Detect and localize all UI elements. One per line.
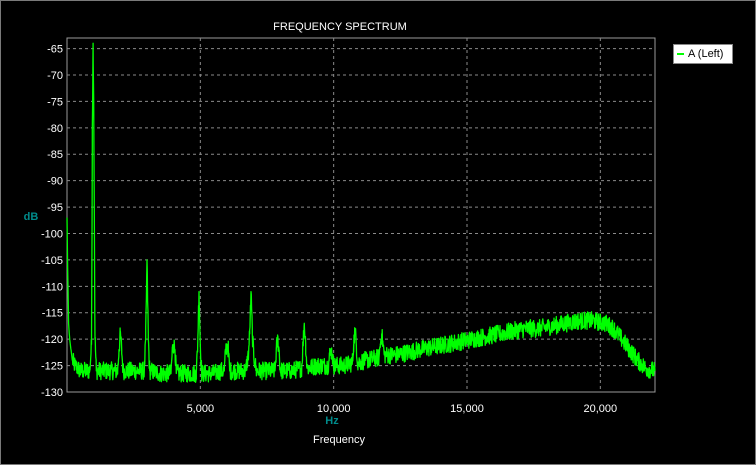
- series-line-a-left: [66, 42, 656, 383]
- x-tick-label: 15,000: [450, 403, 484, 415]
- x-axis-unit: Hz: [325, 415, 339, 427]
- y-tick-label: -125: [41, 361, 63, 373]
- legend-label-a-left: A (Left): [688, 48, 724, 60]
- y-tick-label: -90: [47, 176, 63, 188]
- y-tick-label: -85: [47, 149, 63, 161]
- y-tick-label: -105: [41, 255, 63, 267]
- y-tick-label: -115: [42, 308, 63, 320]
- x-axis-label: Frequency: [313, 434, 365, 446]
- x-tick-label: 20,000: [584, 403, 618, 415]
- chart-title: FREQUENCY SPECTRUM: [273, 21, 407, 33]
- y-tick-label: -100: [41, 228, 63, 240]
- y-tick-label: -80: [47, 123, 63, 135]
- legend: A (Left): [673, 44, 733, 64]
- y-tick-label: -120: [41, 334, 63, 346]
- y-tick-label: -95: [47, 202, 63, 214]
- x-tick-label: 5,000: [187, 403, 215, 415]
- x-tick-label: 10,000: [317, 403, 351, 415]
- y-tick-label: -130: [41, 387, 63, 399]
- legend-swatch-a-left: [677, 53, 684, 55]
- y-axis-ticks: -65 -70 -75 -80 -85 -90 -95 -100 -105 -110 -115 -12…: [41, 44, 63, 399]
- y-tick-label: -65: [47, 44, 63, 56]
- y-grid: [67, 48, 655, 367]
- x-axis-ticks: 5,000 10,000 15,000 20,000: [187, 403, 618, 415]
- y-tick-label: -110: [42, 281, 63, 293]
- y-axis-label: dB: [24, 211, 39, 223]
- y-tick-label: -70: [47, 70, 63, 82]
- y-tick-label: -75: [47, 96, 63, 108]
